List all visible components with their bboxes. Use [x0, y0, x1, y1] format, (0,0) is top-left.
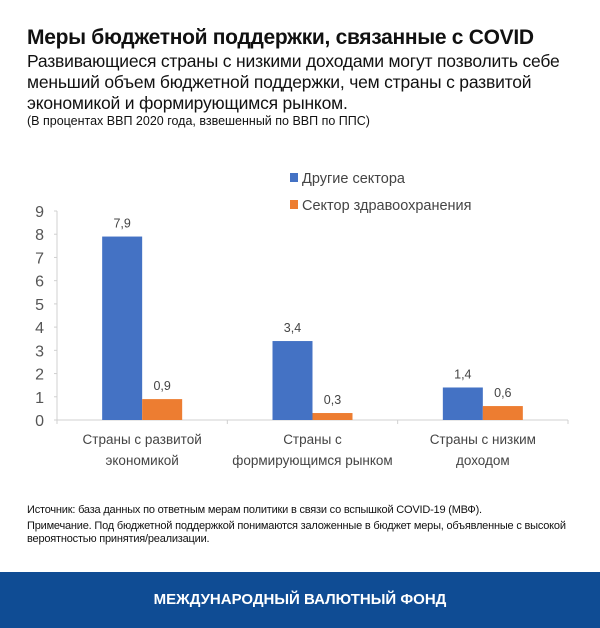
- y-tick-label: 4: [35, 320, 44, 337]
- y-tick-label: 7: [35, 250, 44, 267]
- data-label: 3,4: [284, 321, 301, 335]
- bar-other-sectors: [102, 236, 143, 420]
- y-tick-label: 5: [35, 297, 44, 314]
- bar-other-sectors: [272, 341, 313, 420]
- data-label: 0,9: [153, 379, 170, 393]
- y-tick-label: 0: [35, 413, 44, 430]
- legend-label: Другие сектора: [302, 171, 406, 187]
- source-notes: Источник: база данных по ответным мерам …: [27, 504, 587, 549]
- legend-swatch: [290, 173, 298, 182]
- note-line: Примечание. Под бюджетной поддержкой пон…: [27, 520, 566, 545]
- footer-banner: МЕЖДУНАРОДНЫЙ ВАЛЮТНЫЙ ФОНД: [0, 572, 600, 628]
- y-tick-label: 1: [35, 390, 44, 407]
- y-tick-label: 8: [35, 227, 44, 244]
- x-category-label: Страны с развитой: [83, 432, 202, 447]
- data-label: 7,9: [113, 217, 130, 231]
- legend-label: Сектор здравоохранения: [302, 198, 472, 214]
- data-label: 0,6: [494, 386, 511, 400]
- bar-other-sectors: [442, 387, 483, 420]
- legend-swatch: [290, 200, 298, 209]
- chart-title: Меры бюджетной поддержки, связанные с CO…: [27, 26, 534, 49]
- y-tick-label: 2: [35, 367, 44, 384]
- bar-health-sector: [482, 406, 523, 420]
- y-tick-label: 6: [35, 274, 44, 291]
- units-note: (В процентах ВВП 2020 года, взвешенный п…: [27, 114, 370, 128]
- bar-health-sector: [312, 413, 353, 420]
- data-label: 1,4: [454, 367, 471, 381]
- x-category-label: экономикой: [105, 453, 178, 468]
- bar-chart: 0 1 2 3 4 5 6 7 8 9 7,9 0,9 Страны с развитой экономи…: [35, 171, 569, 468]
- source-line: Источник: база данных по ответным мерам …: [27, 504, 482, 516]
- x-category-label: Страны с низким: [430, 432, 536, 447]
- x-category-label: формирующимся рынком: [232, 453, 392, 468]
- data-label: 0,3: [324, 393, 341, 407]
- y-tick-label: 3: [35, 343, 44, 360]
- bar-health-sector: [142, 399, 183, 420]
- x-category-label: Страны с: [283, 432, 342, 447]
- y-tick-label: 9: [35, 204, 44, 221]
- x-category-label: доходом: [456, 453, 510, 468]
- chart-subtitle: Развивающиеся страны с низкими доходами …: [27, 51, 560, 113]
